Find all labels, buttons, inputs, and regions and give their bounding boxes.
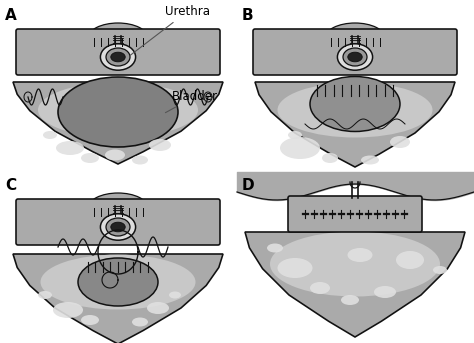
Ellipse shape xyxy=(81,153,99,163)
Ellipse shape xyxy=(147,302,169,314)
Text: Bladder: Bladder xyxy=(165,90,218,113)
FancyBboxPatch shape xyxy=(16,199,220,245)
Ellipse shape xyxy=(56,141,84,155)
Text: C: C xyxy=(5,178,16,193)
Ellipse shape xyxy=(343,48,367,66)
Ellipse shape xyxy=(149,139,171,151)
FancyBboxPatch shape xyxy=(253,29,457,75)
Ellipse shape xyxy=(280,137,320,159)
Ellipse shape xyxy=(38,83,198,138)
Text: A: A xyxy=(5,8,17,23)
Ellipse shape xyxy=(277,258,312,278)
Ellipse shape xyxy=(390,136,410,148)
Ellipse shape xyxy=(38,291,52,299)
Ellipse shape xyxy=(341,295,359,305)
Polygon shape xyxy=(245,232,465,337)
Ellipse shape xyxy=(347,248,373,262)
Ellipse shape xyxy=(40,255,195,309)
Ellipse shape xyxy=(53,302,83,318)
Ellipse shape xyxy=(169,292,181,298)
Ellipse shape xyxy=(277,83,432,138)
Ellipse shape xyxy=(267,244,283,252)
FancyBboxPatch shape xyxy=(288,196,422,232)
Ellipse shape xyxy=(396,251,424,269)
Text: B: B xyxy=(242,8,254,23)
Ellipse shape xyxy=(106,48,130,66)
Ellipse shape xyxy=(100,214,136,240)
Ellipse shape xyxy=(81,315,99,325)
Polygon shape xyxy=(13,254,223,343)
Text: Urethra: Urethra xyxy=(130,5,210,55)
Ellipse shape xyxy=(322,153,338,163)
Ellipse shape xyxy=(337,44,373,70)
Ellipse shape xyxy=(325,23,385,53)
Polygon shape xyxy=(255,82,455,167)
Ellipse shape xyxy=(270,232,440,296)
FancyBboxPatch shape xyxy=(16,29,220,75)
Ellipse shape xyxy=(374,286,396,298)
Ellipse shape xyxy=(310,76,400,131)
Ellipse shape xyxy=(111,52,125,62)
Ellipse shape xyxy=(348,52,362,62)
Ellipse shape xyxy=(361,155,379,165)
Ellipse shape xyxy=(288,131,302,139)
Text: D: D xyxy=(242,178,255,193)
Ellipse shape xyxy=(310,282,330,294)
Ellipse shape xyxy=(111,222,125,232)
Ellipse shape xyxy=(433,266,447,274)
Ellipse shape xyxy=(106,218,130,236)
Ellipse shape xyxy=(78,258,158,306)
Ellipse shape xyxy=(132,155,148,165)
Ellipse shape xyxy=(43,131,57,139)
Ellipse shape xyxy=(100,44,136,70)
Ellipse shape xyxy=(88,193,148,223)
Polygon shape xyxy=(13,82,223,164)
Ellipse shape xyxy=(88,23,148,53)
Ellipse shape xyxy=(58,77,178,147)
Ellipse shape xyxy=(105,150,125,161)
Ellipse shape xyxy=(132,318,148,327)
